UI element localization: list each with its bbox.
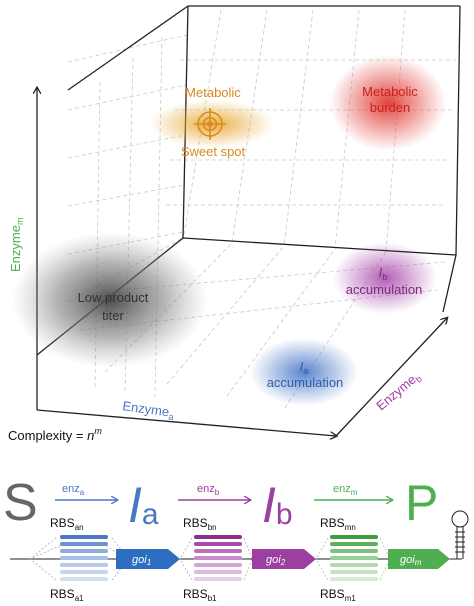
intermediate-Ia: Ia xyxy=(128,477,159,533)
enz-a-sub: a xyxy=(80,488,85,497)
goi-1-label: goi1 xyxy=(132,554,151,567)
complexity-text: Complexity = xyxy=(8,428,87,443)
goi-m-label: goim xyxy=(400,554,422,567)
enz-m-label: enzm xyxy=(333,483,358,497)
pathway: S enza Ia enzb Ib enzm P xyxy=(3,474,438,533)
enz-a-label: enza xyxy=(62,483,85,497)
rbs-bn-label: RBSbn xyxy=(183,516,217,532)
substrate-S: S xyxy=(3,474,38,532)
ib-big-sub: b xyxy=(276,498,293,531)
ia-letter: I xyxy=(300,359,304,374)
enzyme-a-axis-label: Enzymea xyxy=(121,398,175,422)
ia-accumulation-word: accumulation xyxy=(267,375,344,390)
enz-b-sub: b xyxy=(215,488,220,497)
sweet-spot-label-2: Sweet spot xyxy=(181,144,246,159)
rbs-m1-label: RBSm1 xyxy=(320,587,356,603)
enz-a-word: enz xyxy=(62,483,80,495)
rbs-a1-label: RBSa1 xyxy=(50,587,84,603)
rbs-an-label: RBSan xyxy=(50,516,84,532)
rbs-a-library xyxy=(29,535,129,581)
complexity-exponent: m xyxy=(94,426,102,436)
rbs-b1-label: RBSb1 xyxy=(183,587,217,603)
ia-blob xyxy=(250,338,358,406)
low-titer-label-1: Low product xyxy=(78,290,149,305)
enz-m-sub: m xyxy=(351,488,358,497)
ia-big-sub: a xyxy=(142,498,159,531)
rbs-b-library xyxy=(179,535,253,581)
burden-blob xyxy=(330,55,446,151)
ib-letter: I xyxy=(379,265,383,280)
ib-subscript: b xyxy=(382,272,387,282)
genetic-construct: RBSan RBSbn RBSmn goi1 xyxy=(10,510,469,603)
x-axis-arrow xyxy=(36,409,336,436)
intermediate-Ib: Ib xyxy=(262,477,293,533)
low-titer-blob xyxy=(12,232,208,368)
product-P: P xyxy=(405,475,438,531)
goi-m-arrow xyxy=(388,549,450,569)
complexity-base: n xyxy=(87,428,94,443)
complexity-label: Complexity = nm xyxy=(8,426,102,443)
goi-2-label: goi2 xyxy=(266,554,286,567)
ia-subscript: a xyxy=(303,366,308,376)
enz-b-word: enz xyxy=(197,483,215,495)
target-icon xyxy=(194,108,226,140)
ib-accumulation-word: accumulation xyxy=(346,282,423,297)
z-axis-arrow xyxy=(335,318,447,437)
region-blobs xyxy=(12,55,446,406)
enzyme-b-sub: b xyxy=(414,374,424,385)
enzyme-m-axis-label: Enzymem xyxy=(8,218,25,272)
enzyme-b-axis-label: Enzymeb xyxy=(373,368,424,414)
ib-big-letter: I xyxy=(262,477,276,533)
enzyme-m-sub: m xyxy=(15,218,25,226)
burden-label-1: Metabolic xyxy=(362,84,418,99)
burden-label-2: burden xyxy=(370,100,410,115)
enzyme-a-sub: a xyxy=(168,412,174,423)
ia-big-letter: I xyxy=(128,477,142,533)
enzyme-b-word: Enzyme xyxy=(373,372,419,414)
enz-b-label: enzb xyxy=(197,483,220,497)
enzyme-m-word: Enzyme xyxy=(8,225,23,272)
terminator-icon xyxy=(451,510,469,559)
goi-2-arrow xyxy=(252,549,316,569)
rbs-m-library xyxy=(315,535,391,581)
ib-accumulation-label-top: Ib xyxy=(379,265,388,282)
ib-blob xyxy=(333,242,437,314)
sweet-spot-label-1: Metabolic xyxy=(185,85,241,100)
enzyme-a-word: Enzyme xyxy=(122,398,171,419)
rbs-mn-label: RBSmn xyxy=(320,516,356,532)
ia-accumulation-label-top: Ia xyxy=(300,359,309,376)
enz-m-word: enz xyxy=(333,483,351,495)
goi-1-arrow xyxy=(116,549,180,569)
low-titer-label-2: titer xyxy=(102,308,124,323)
